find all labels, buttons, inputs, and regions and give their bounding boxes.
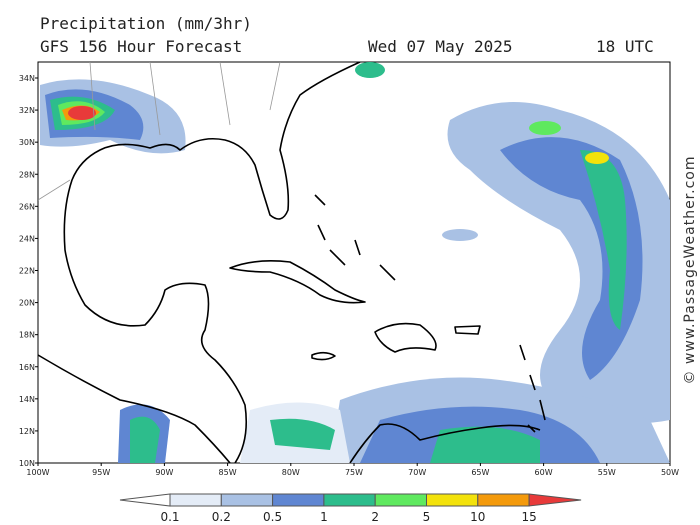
latitude-label: 26N	[19, 202, 35, 211]
colorbar-segment	[323, 493, 376, 507]
colorbar-segment	[374, 493, 428, 507]
latitude-label: 30N	[19, 138, 35, 147]
precipitation	[40, 62, 670, 463]
latitude-label: 24N	[19, 234, 35, 243]
colorbar-label: 15	[521, 510, 536, 524]
latitude-labels: 34N 32N 30N 28N 26N 24N 22N 20N 18N 16N 14N 12N 10N	[19, 74, 38, 468]
forecast-time: 18 UTC	[596, 37, 654, 56]
map	[37, 61, 671, 464]
longitude-label: 55W	[598, 468, 616, 477]
colorbar-label: 5	[423, 510, 431, 524]
longitude-label: 60W	[535, 468, 553, 477]
longitude-label: 100W	[26, 468, 49, 477]
latitude-label: 18N	[19, 331, 35, 340]
latitude-label: 32N	[19, 106, 35, 115]
latitude-label: 20N	[19, 299, 35, 308]
watermark: © www.PassageWeather.com	[682, 155, 698, 384]
latitude-label: 14N	[19, 395, 35, 404]
longitude-label: 70W	[408, 468, 426, 477]
forecast-date: Wed 07 May 2025	[368, 37, 513, 56]
colorbar-high	[528, 493, 582, 507]
longitude-label: 65W	[471, 468, 489, 477]
colorbar: 0.1 0.2 0.5 1 2 5 10 15	[119, 493, 582, 524]
latitude-label: 28N	[19, 170, 35, 179]
longitude-label: 90W	[155, 468, 173, 477]
latitude-label: 34N	[19, 74, 35, 83]
colorbar-label: 0.5	[263, 510, 282, 524]
latitude-label: 22N	[19, 267, 35, 276]
colorbar-segment	[477, 493, 530, 507]
latitude-label: 10N	[19, 459, 35, 468]
colorbar-segment	[272, 493, 325, 507]
colorbar-low	[119, 493, 171, 507]
title: Precipitation (mm/3hr)	[40, 14, 252, 33]
longitude-label: 50W	[661, 468, 679, 477]
longitude-labels: 100W 95W 90W 85W 80W 75W 70W 65W 60W 55W 50W	[26, 463, 679, 477]
colorbar-segment	[169, 493, 222, 507]
longitude-label: 85W	[219, 468, 237, 477]
latitude-label: 16N	[19, 363, 35, 372]
longitude-label: 95W	[92, 468, 110, 477]
longitude-label: 75W	[345, 468, 363, 477]
coastlines	[38, 62, 546, 463]
latitude-label: 12N	[19, 427, 35, 436]
colorbar-label: 0.1	[160, 510, 179, 524]
longitude-label: 80W	[282, 468, 300, 477]
colorbar-label: 0.2	[212, 510, 231, 524]
colorbar-label: 2	[371, 510, 379, 524]
subtitle: GFS 156 Hour Forecast	[40, 37, 242, 56]
colorbar-label: 1	[320, 510, 328, 524]
colorbar-segment	[220, 493, 274, 507]
colorbar-label: 10	[470, 510, 485, 524]
colorbar-segment	[426, 493, 479, 507]
